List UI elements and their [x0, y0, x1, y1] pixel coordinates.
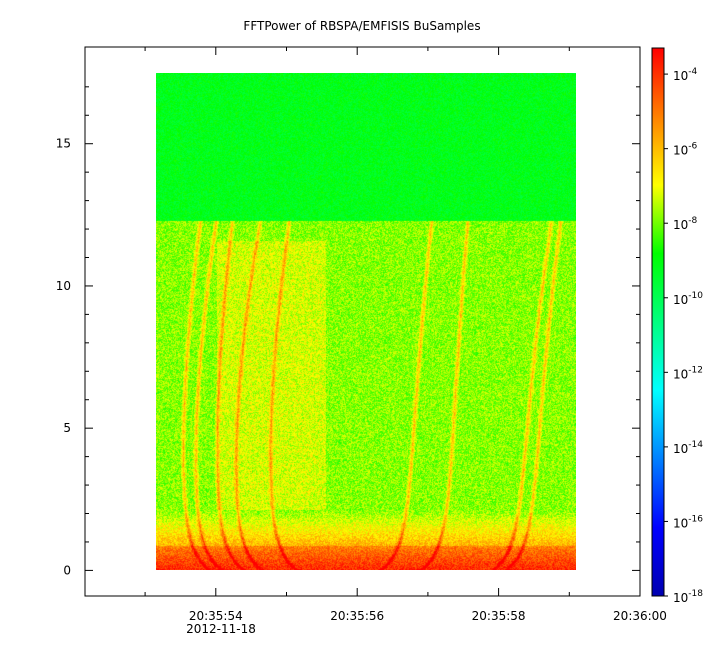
colorbar-axis: 10-4 10-6 10-8 10-10 10-12 10-14 10-16 10-18: [664, 67, 703, 605]
x-axis: 20:35:54 20:35:56 20:35:58 20:36:00: [144, 47, 667, 623]
x-axis-date-label: 2012-11-18: [186, 622, 256, 636]
x-tick-label: 20:35:58: [472, 609, 526, 623]
colorbar-tick-label: 10-8: [673, 216, 698, 232]
y-tick-label: 10: [56, 279, 71, 293]
colorbar-tick-label: 10-4: [673, 67, 698, 83]
spectrogram-image: [156, 73, 576, 570]
spectrogram-data: [156, 73, 576, 570]
colorbar-tick-label: 10-14: [673, 440, 703, 456]
x-tick-label: 20:35:56: [330, 609, 384, 623]
colorbar-tick-label: 10-12: [673, 365, 703, 381]
y-tick-label: 0: [63, 563, 71, 577]
colorbar-tick-label: 10-6: [673, 142, 698, 158]
chart-title: FFTPower of RBSPA/EMFISIS BuSamples: [243, 19, 480, 33]
x-tick-label: 20:36:00: [613, 609, 667, 623]
y-tick-label: 5: [63, 421, 71, 435]
colorbar: [651, 47, 665, 597]
y-axis: 0 5 10 15: [56, 86, 640, 577]
colorbar-tick-label: 10-18: [673, 589, 703, 605]
y-tick-label: 15: [56, 137, 71, 151]
colorbar-tick-label: 10-16: [673, 514, 703, 530]
x-tick-label: 20:35:54: [189, 609, 243, 623]
colorbar-tick-label: 10-10: [673, 291, 703, 307]
